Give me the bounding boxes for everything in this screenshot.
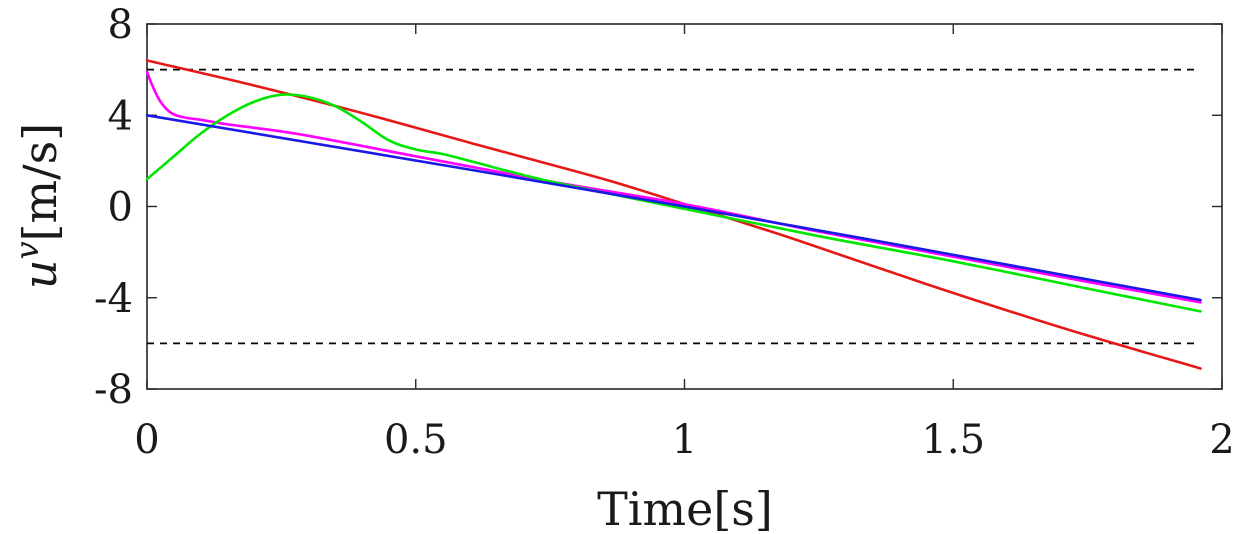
y-tick-label: -8: [94, 367, 133, 413]
tick-labels: 0 0.5 1 1.5 2 -8 -4 0 4 8: [94, 2, 1235, 463]
axes: [146, 23, 1223, 390]
y-tick-label: 4: [108, 93, 133, 139]
series-line-2: [145, 70, 1202, 304]
y-tick-label: -4: [94, 276, 133, 322]
x-axis-title: Time[s]: [597, 482, 773, 534]
x-tick-label: 1: [672, 417, 697, 463]
y-axis-title: uv[m/s]: [8, 123, 67, 289]
series-line-3: [145, 93, 1202, 313]
x-tick-label: 1.5: [921, 417, 985, 463]
x-tick-label: 2: [1209, 417, 1234, 463]
plot-area: [145, 59, 1202, 370]
series-line-4: [145, 114, 1202, 302]
y-tick-label: 8: [108, 2, 133, 48]
y-tick-label: 0: [108, 185, 133, 231]
x-tick-label: 0: [134, 417, 159, 463]
x-tick-label: 0.5: [384, 417, 448, 463]
series-line-1: [145, 59, 1202, 370]
